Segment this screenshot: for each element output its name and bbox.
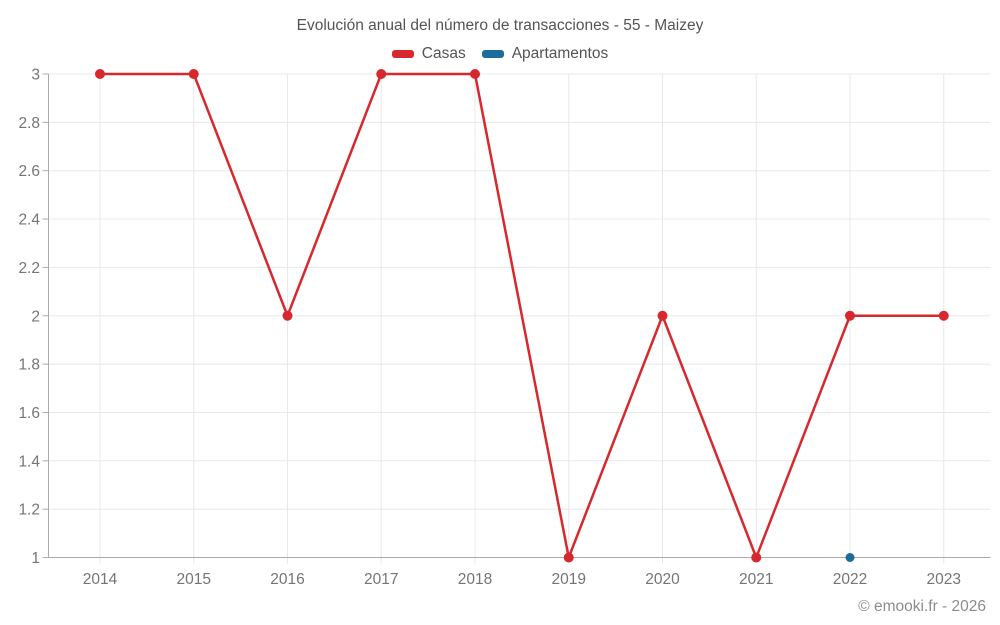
x-tick-label: 2015 [177, 571, 211, 588]
data-point-casas-2021[interactable] [751, 552, 762, 563]
legend-label-apartamentos: Apartamentos [511, 45, 609, 62]
x-tick-label: 2016 [270, 571, 304, 588]
x-tick-label: 2019 [552, 571, 586, 588]
data-point-apartamentos-2022[interactable] [845, 553, 855, 562]
y-tick-label: 1.8 [18, 357, 40, 374]
legend-label-casas: Casas [421, 45, 466, 62]
y-tick-label: 2.4 [18, 212, 40, 229]
x-tick-label: 2023 [927, 571, 961, 588]
data-point-casas-2014[interactable] [95, 69, 105, 79]
y-tick-label: 3 [31, 67, 40, 84]
x-tick-label: 2017 [364, 571, 398, 588]
y-tick-label: 2 [31, 308, 40, 325]
x-tick-label: 2020 [645, 571, 680, 588]
legend-item-casas[interactable]: Casas [391, 45, 466, 63]
chart-legend: Casas Apartamentos [0, 45, 1000, 63]
x-tick-label: 2014 [83, 571, 118, 588]
data-point-casas-2019[interactable] [563, 552, 574, 563]
data-point-casas-2016[interactable] [282, 310, 293, 321]
x-tick-label: 2022 [833, 571, 867, 588]
y-tick-label: 2.6 [18, 163, 40, 180]
y-tick-label: 2.2 [18, 260, 40, 277]
x-tick-label: 2018 [458, 571, 492, 588]
legend-item-apartamentos[interactable]: Apartamentos [481, 45, 609, 63]
series-line-casas [98, 72, 945, 559]
copyright-notice: © emooki.fr - 2026 [858, 598, 986, 615]
x-tick-label: 2021 [739, 571, 773, 588]
legend-swatch-apartamentos-icon [481, 50, 504, 58]
chart-title: Evolución anual del número de transaccio… [296, 17, 704, 34]
data-point-casas-2015[interactable] [188, 69, 199, 79]
y-tick-label: 2.8 [18, 115, 40, 132]
legend-swatch-casas-icon [391, 50, 414, 58]
data-point-casas-2022[interactable] [845, 310, 855, 321]
y-tick-label: 1.4 [18, 453, 40, 470]
data-point-casas-2018[interactable] [470, 69, 480, 79]
data-point-casas-2020[interactable] [657, 310, 668, 321]
y-tick-label: 1.2 [18, 502, 40, 519]
data-point-casas-2017[interactable] [376, 69, 387, 79]
data-point-casas-2023[interactable] [938, 310, 949, 321]
y-tick-label: 1 [31, 550, 40, 567]
y-tick-label: 1.6 [18, 405, 40, 422]
